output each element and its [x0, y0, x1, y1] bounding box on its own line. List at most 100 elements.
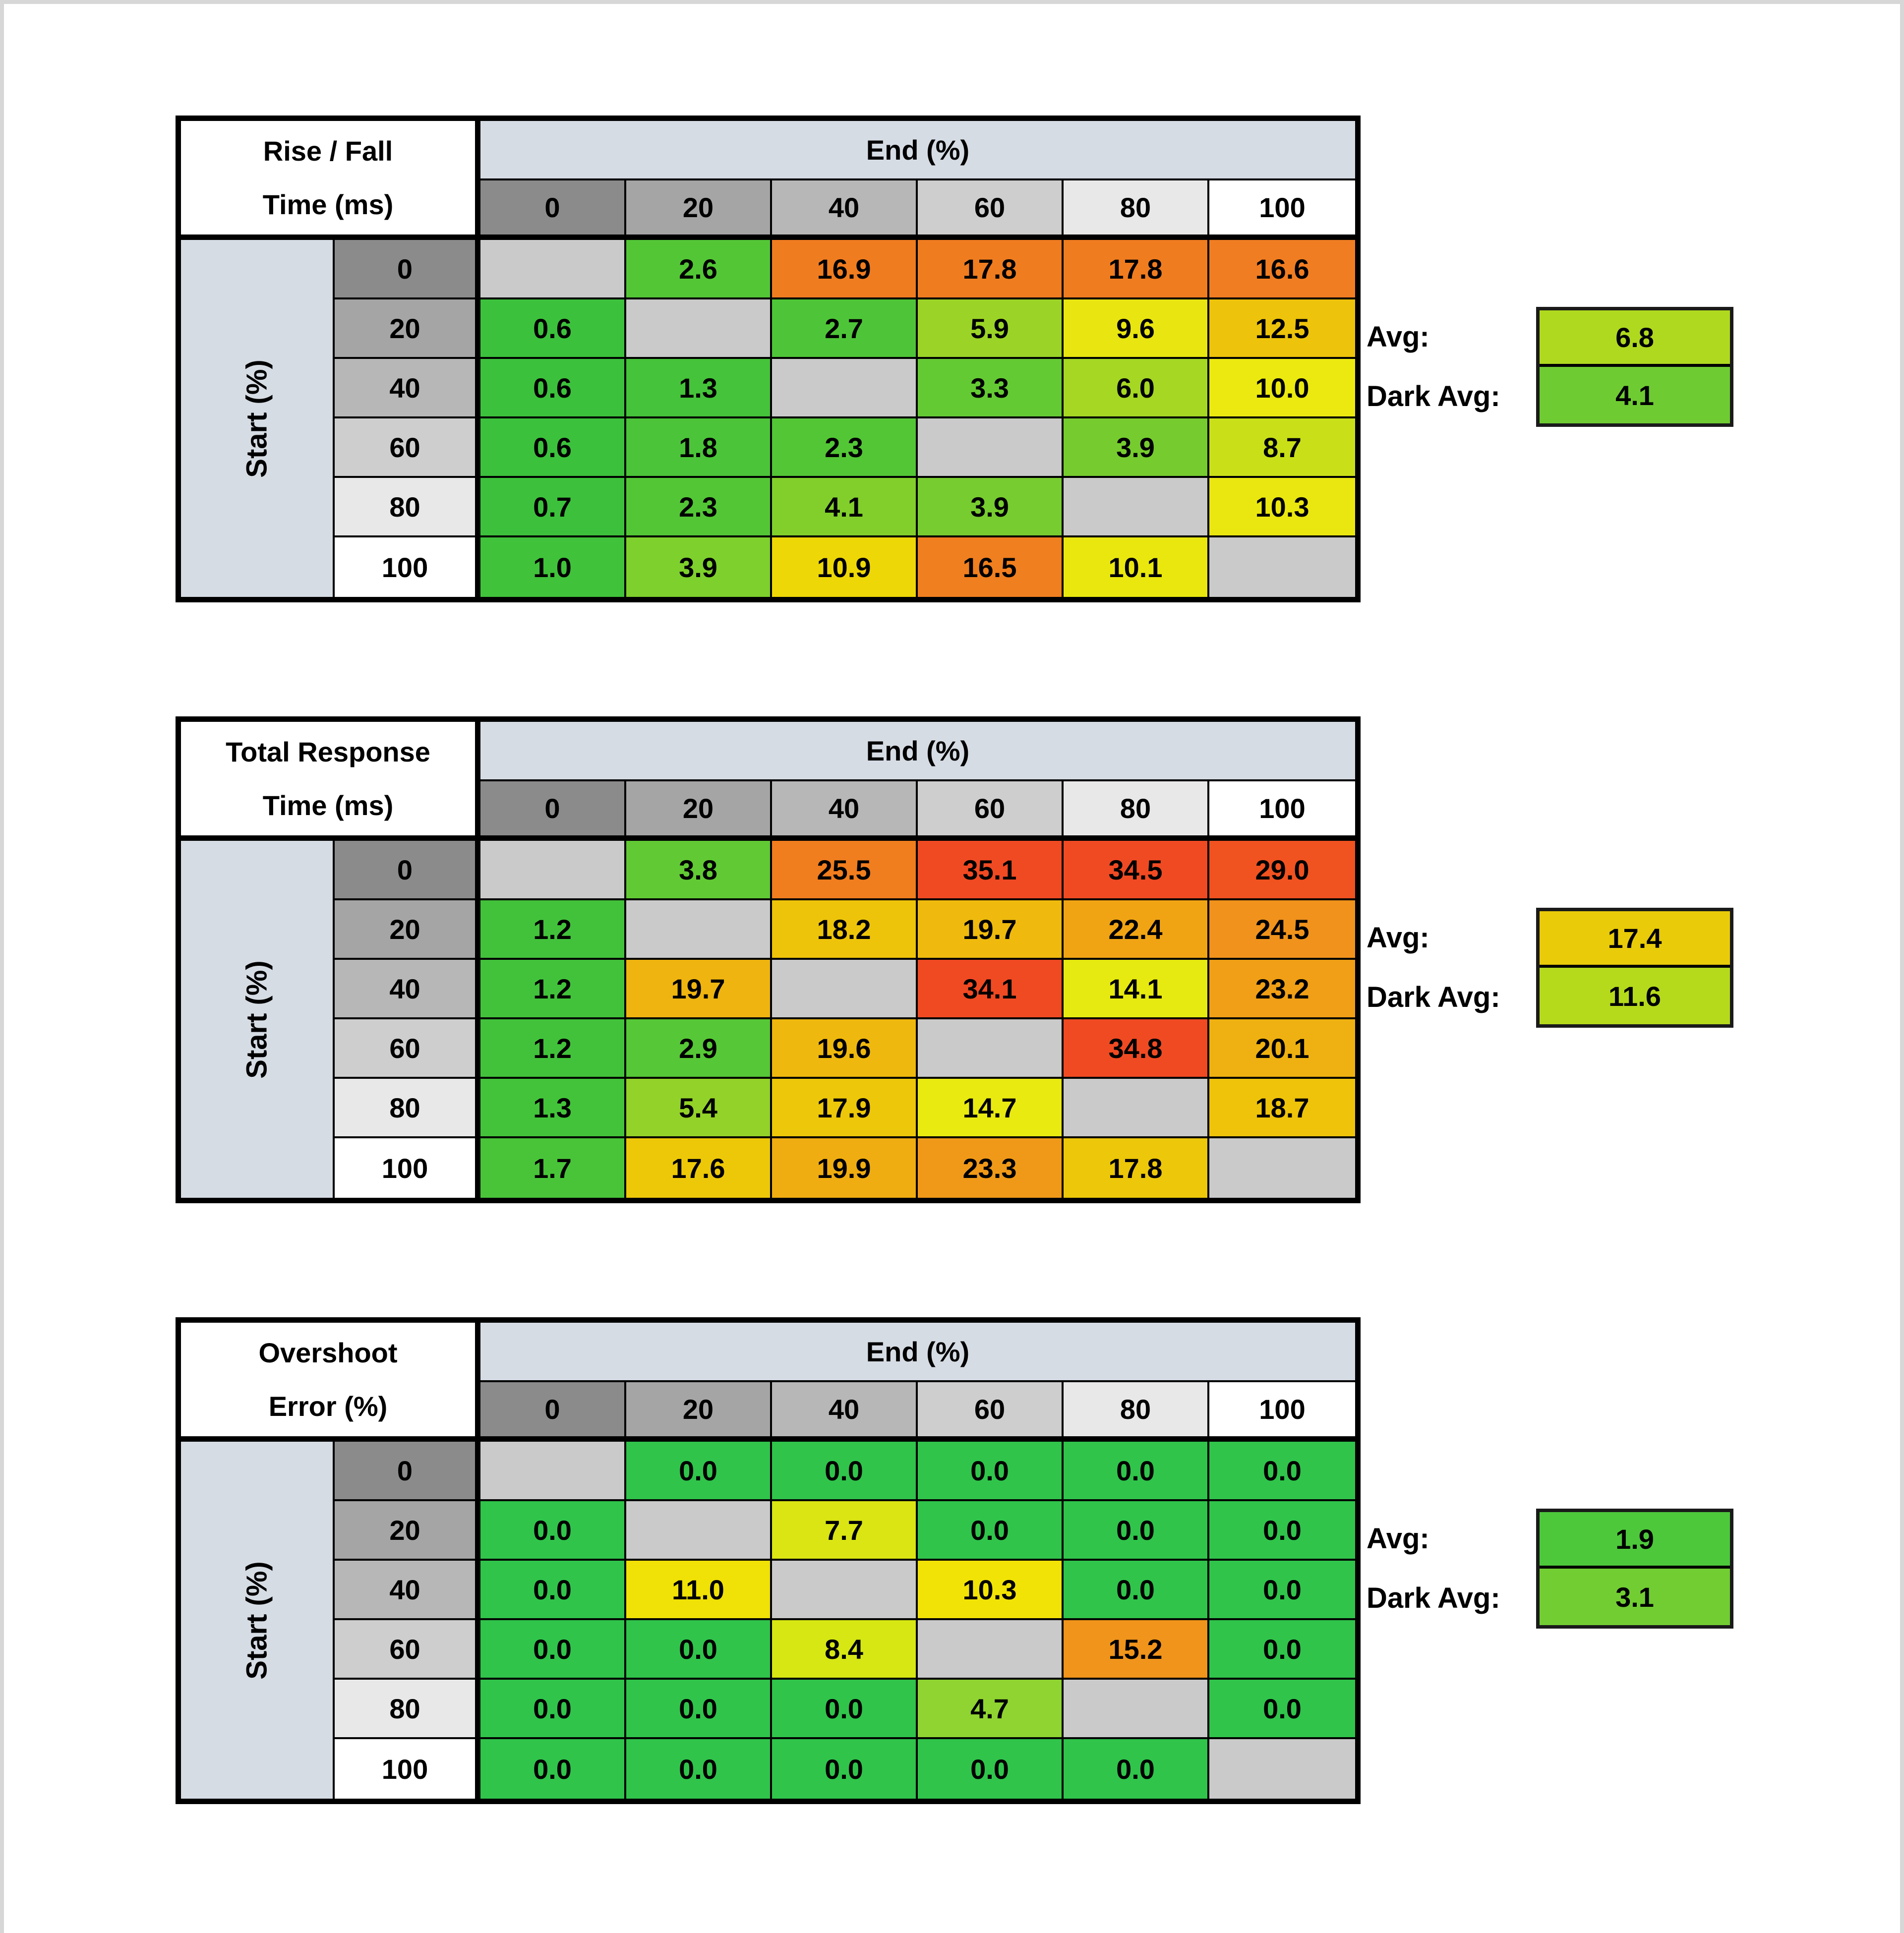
cell-start60-end40[interactable]: 19.6 [772, 1019, 918, 1079]
cell-start60-end100[interactable]: 8.7 [1209, 418, 1355, 478]
cell-start100-end20[interactable]: 3.9 [626, 537, 772, 597]
cell-start100-end80[interactable]: 10.1 [1064, 537, 1209, 597]
cell-start0-end0[interactable] [480, 240, 626, 299]
cell-start40-end20[interactable]: 1.3 [626, 359, 772, 418]
cell-start20-end20[interactable] [626, 900, 772, 960]
cell-start20-end20[interactable] [626, 1501, 772, 1561]
cell-start60-end60[interactable] [918, 418, 1064, 478]
avg-value[interactable]: 17.4 [1540, 911, 1730, 968]
cell-start80-end20[interactable]: 0.0 [626, 1680, 772, 1739]
cell-start20-end80[interactable]: 22.4 [1064, 900, 1209, 960]
cell-start80-end60[interactable]: 4.7 [918, 1680, 1064, 1739]
cell-start0-end100[interactable]: 0.0 [1209, 1442, 1355, 1501]
cell-start80-end40[interactable]: 4.1 [772, 478, 918, 537]
cell-start60-end0[interactable]: 0.6 [480, 418, 626, 478]
cell-start20-end0[interactable]: 1.2 [480, 900, 626, 960]
cell-start40-end80[interactable]: 0.0 [1064, 1561, 1209, 1620]
cell-start0-end40[interactable]: 25.5 [772, 841, 918, 900]
cell-start20-end60[interactable]: 19.7 [918, 900, 1064, 960]
cell-start40-end100[interactable]: 23.2 [1209, 960, 1355, 1019]
cell-start100-end0[interactable]: 0.0 [480, 1739, 626, 1799]
cell-start60-end100[interactable]: 0.0 [1209, 1620, 1355, 1680]
cell-start80-end0[interactable]: 0.7 [480, 478, 626, 537]
cell-start60-end20[interactable]: 1.8 [626, 418, 772, 478]
avg-value[interactable]: 1.9 [1540, 1512, 1730, 1569]
cell-start0-end40[interactable]: 0.0 [772, 1442, 918, 1501]
cell-start20-end100[interactable]: 0.0 [1209, 1501, 1355, 1561]
cell-start20-end40[interactable]: 7.7 [772, 1501, 918, 1561]
cell-start60-end80[interactable]: 34.8 [1064, 1019, 1209, 1079]
cell-start0-end60[interactable]: 35.1 [918, 841, 1064, 900]
cell-start20-end100[interactable]: 12.5 [1209, 299, 1355, 359]
dark-avg-value[interactable]: 11.6 [1540, 968, 1730, 1024]
cell-start60-end60[interactable] [918, 1019, 1064, 1079]
cell-start0-end0[interactable] [480, 1442, 626, 1501]
dark-avg-value[interactable]: 3.1 [1540, 1569, 1730, 1625]
cell-start100-end100[interactable] [1209, 1138, 1355, 1198]
cell-start80-end80[interactable] [1064, 478, 1209, 537]
cell-start60-end0[interactable]: 1.2 [480, 1019, 626, 1079]
cell-start80-end80[interactable] [1064, 1680, 1209, 1739]
cell-start80-end40[interactable]: 17.9 [772, 1079, 918, 1138]
cell-start80-end100[interactable]: 0.0 [1209, 1680, 1355, 1739]
cell-start0-end80[interactable]: 34.5 [1064, 841, 1209, 900]
cell-start40-end0[interactable]: 1.2 [480, 960, 626, 1019]
cell-start100-end100[interactable] [1209, 537, 1355, 597]
cell-start40-end60[interactable]: 3.3 [918, 359, 1064, 418]
cell-start80-end0[interactable]: 1.3 [480, 1079, 626, 1138]
cell-start80-end60[interactable]: 14.7 [918, 1079, 1064, 1138]
cell-start100-end20[interactable]: 0.0 [626, 1739, 772, 1799]
cell-start100-end80[interactable]: 17.8 [1064, 1138, 1209, 1198]
cell-start80-end80[interactable] [1064, 1079, 1209, 1138]
cell-start40-end40[interactable] [772, 359, 918, 418]
cell-start60-end100[interactable]: 20.1 [1209, 1019, 1355, 1079]
cell-start40-end60[interactable]: 34.1 [918, 960, 1064, 1019]
cell-start80-end60[interactable]: 3.9 [918, 478, 1064, 537]
cell-start0-end60[interactable]: 17.8 [918, 240, 1064, 299]
cell-start60-end40[interactable]: 2.3 [772, 418, 918, 478]
cell-start40-end80[interactable]: 14.1 [1064, 960, 1209, 1019]
cell-start20-end0[interactable]: 0.0 [480, 1501, 626, 1561]
cell-start0-end40[interactable]: 16.9 [772, 240, 918, 299]
cell-start80-end100[interactable]: 18.7 [1209, 1079, 1355, 1138]
cell-start40-end0[interactable]: 0.0 [480, 1561, 626, 1620]
cell-start0-end20[interactable]: 0.0 [626, 1442, 772, 1501]
cell-start100-end40[interactable]: 19.9 [772, 1138, 918, 1198]
cell-start100-end80[interactable]: 0.0 [1064, 1739, 1209, 1799]
cell-start0-end80[interactable]: 17.8 [1064, 240, 1209, 299]
cell-start0-end80[interactable]: 0.0 [1064, 1442, 1209, 1501]
cell-start60-end60[interactable] [918, 1620, 1064, 1680]
cell-start20-end80[interactable]: 0.0 [1064, 1501, 1209, 1561]
cell-start0-end60[interactable]: 0.0 [918, 1442, 1064, 1501]
cell-start0-end100[interactable]: 29.0 [1209, 841, 1355, 900]
avg-value[interactable]: 6.8 [1540, 310, 1730, 367]
cell-start20-end40[interactable]: 18.2 [772, 900, 918, 960]
cell-start0-end20[interactable]: 2.6 [626, 240, 772, 299]
cell-start40-end80[interactable]: 6.0 [1064, 359, 1209, 418]
cell-start80-end0[interactable]: 0.0 [480, 1680, 626, 1739]
cell-start100-end60[interactable]: 0.0 [918, 1739, 1064, 1799]
cell-start100-end20[interactable]: 17.6 [626, 1138, 772, 1198]
cell-start20-end100[interactable]: 24.5 [1209, 900, 1355, 960]
cell-start100-end40[interactable]: 10.9 [772, 537, 918, 597]
cell-start60-end40[interactable]: 8.4 [772, 1620, 918, 1680]
cell-start20-end80[interactable]: 9.6 [1064, 299, 1209, 359]
cell-start0-end20[interactable]: 3.8 [626, 841, 772, 900]
cell-start20-end0[interactable]: 0.6 [480, 299, 626, 359]
cell-start80-end40[interactable]: 0.0 [772, 1680, 918, 1739]
cell-start100-end0[interactable]: 1.0 [480, 537, 626, 597]
cell-start40-end40[interactable] [772, 960, 918, 1019]
cell-start60-end20[interactable]: 2.9 [626, 1019, 772, 1079]
cell-start40-end0[interactable]: 0.6 [480, 359, 626, 418]
cell-start80-end100[interactable]: 10.3 [1209, 478, 1355, 537]
cell-start20-end40[interactable]: 2.7 [772, 299, 918, 359]
cell-start20-end60[interactable]: 0.0 [918, 1501, 1064, 1561]
cell-start60-end20[interactable]: 0.0 [626, 1620, 772, 1680]
cell-start100-end40[interactable]: 0.0 [772, 1739, 918, 1799]
cell-start40-end60[interactable]: 10.3 [918, 1561, 1064, 1620]
cell-start0-end0[interactable] [480, 841, 626, 900]
dark-avg-value[interactable]: 4.1 [1540, 367, 1730, 423]
cell-start80-end20[interactable]: 2.3 [626, 478, 772, 537]
cell-start40-end40[interactable] [772, 1561, 918, 1620]
cell-start40-end100[interactable]: 0.0 [1209, 1561, 1355, 1620]
